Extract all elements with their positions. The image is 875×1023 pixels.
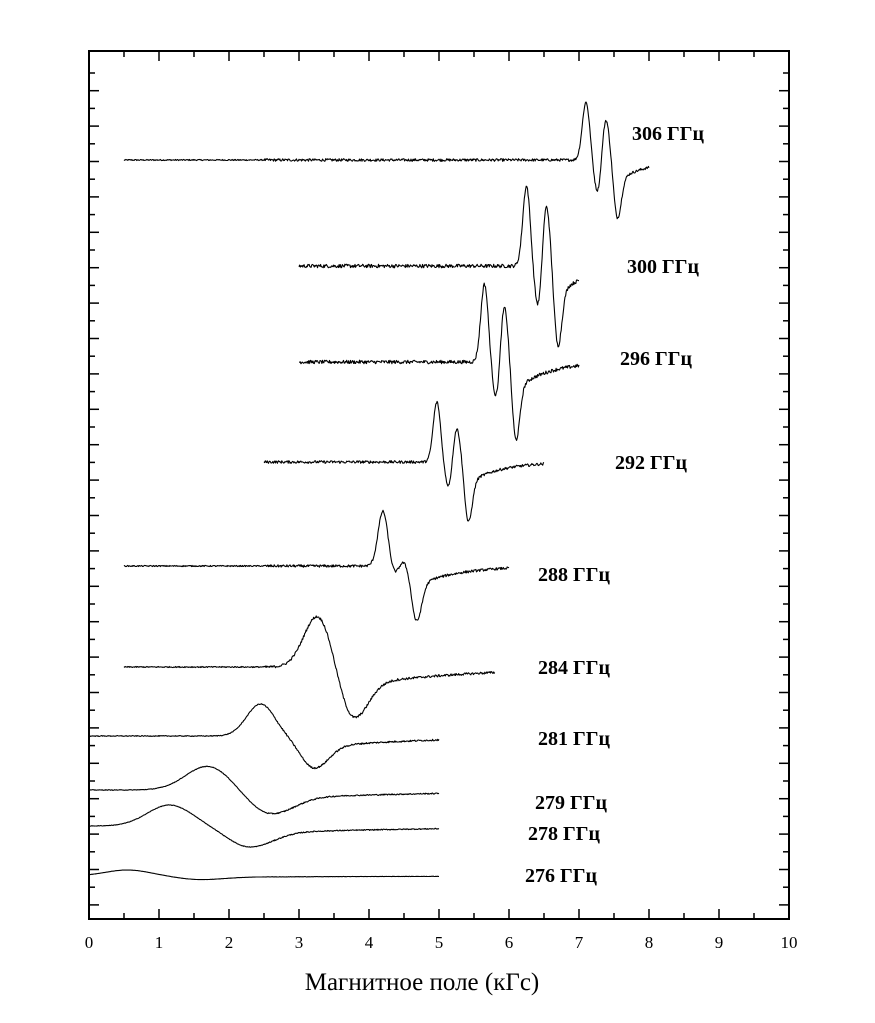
series-label: 284 ГГц [538,657,610,679]
x-tick-label: 6 [505,933,514,952]
y-ticks [89,72,789,906]
x-tick-label: 3 [295,933,304,952]
series-trace [299,282,580,441]
series-label: 281 ГГц [538,728,610,750]
x-axis-title: Магнитное поле (кГс) [305,969,540,996]
x-tick-label: 0 [85,933,94,952]
x-tick-labels: 0 1 2 3 4 5 6 7 8 9 10 [85,933,798,952]
series-trace [88,765,440,815]
x-ticks [88,51,790,919]
x-tick-label: 1 [155,933,164,952]
series-label: 276 ГГц [525,865,597,887]
x-tick-label: 5 [435,933,444,952]
series-label: 288 ГГц [538,564,610,586]
series-label: 306 ГГц [632,123,704,145]
series-labels: 306 ГГц 300 ГГц 296 ГГц 292 ГГц 288 ГГц 284 Г… [525,123,704,887]
series-label: 292 ГГц [615,452,687,474]
series-label: 300 ГГц [627,256,699,278]
series-trace [89,869,439,881]
series-trace [263,400,545,522]
plot-frame [88,50,790,920]
x-tick-label: 7 [575,933,584,952]
x-tick-label: 10 [781,933,798,952]
x-tick-label: 9 [715,933,724,952]
series-trace [123,101,650,220]
series-trace [298,185,580,348]
series-trace [123,509,510,621]
series-trace [88,703,440,770]
series-trace [123,615,496,719]
series-label: 278 ГГц [528,823,600,845]
series-trace [88,804,440,848]
series-label: 279 ГГц [535,792,607,814]
traces [88,101,650,881]
x-tick-label: 8 [645,933,654,952]
x-tick-label: 4 [365,933,374,952]
series-label: 296 ГГц [620,348,692,370]
x-tick-label: 2 [225,933,234,952]
